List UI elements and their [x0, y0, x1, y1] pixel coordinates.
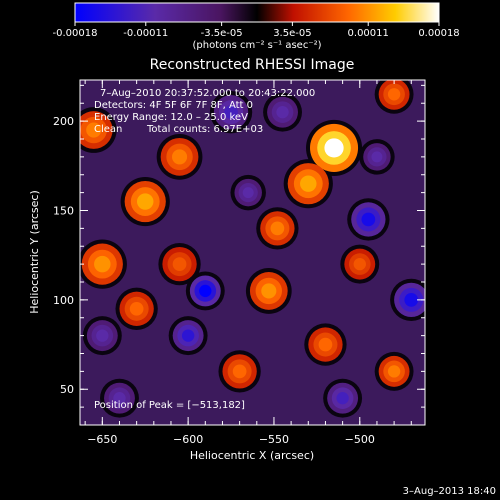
heat-source-3-layer-2	[261, 283, 277, 299]
heat-source-7-layer-2	[86, 122, 102, 138]
annotation-energy: Energy Range: 12.0 – 25.0 keV	[94, 112, 248, 123]
colorbar-tick-label-2: -3.5e-05	[201, 28, 243, 39]
heat-source-10-layer-2	[232, 364, 247, 379]
x-tick-label-0: −650	[87, 433, 117, 446]
footer-timestamp: 3–Aug–2013 18:40	[403, 486, 496, 497]
colorbar-tick-label-5: 0.00018	[418, 28, 459, 39]
annotation-total-counts: Total counts: 6.97E+03	[146, 124, 263, 135]
heat-source-11-layer-2	[172, 257, 187, 271]
heat-source-1-layer-2	[300, 175, 317, 192]
y-tick-label-1: 100	[53, 294, 74, 307]
colorbar-gradient	[74, 2, 440, 23]
annotation-time-range: 7–Aug–2010 20:37:52.000 to 20:43:22.000	[100, 88, 315, 99]
plot-annotations: 7–Aug–2010 20:37:52.000 to 20:43:22.000 …	[94, 88, 315, 411]
plot-frame	[79, 79, 426, 426]
colorbar-tick-label-3: 3.5e-05	[273, 28, 311, 39]
colorbar-tick-label-1: -0.00011	[123, 28, 168, 39]
y-axis-label: Heliocentric Y (arcsec)	[28, 190, 41, 314]
heat-source-22-layer-2	[96, 329, 109, 342]
heat-source-6-layer-2	[94, 255, 111, 273]
heatmap-plot: −650 −600 −550 −500 50 100 150 200	[53, 79, 426, 446]
heat-source-12-layer-2	[318, 337, 333, 352]
heat-source-18-layer-2	[404, 293, 419, 307]
heat-source-9-layer-2	[387, 88, 401, 101]
heat-source-13-layer-2	[387, 365, 401, 378]
heat-source-25-layer-2	[113, 392, 126, 405]
heat-source-14-layer-2	[353, 257, 366, 271]
colorbar-tick-label-0: -0.00018	[53, 28, 98, 39]
heat-source-20-layer-2	[276, 105, 289, 119]
heat-source-24-layer-2	[336, 392, 349, 405]
annotation-peak: Position of Peak = [−513,182]	[94, 400, 245, 411]
colorbar: -0.00018 -0.00011 -3.5e-05 3.5e-05 0.00011 0.…	[53, 2, 460, 51]
heat-source-17-layer-2	[361, 212, 376, 227]
x-tick-label-1: −600	[173, 433, 203, 446]
heat-source-21-layer-2	[371, 151, 383, 163]
annotation-method: Clean	[94, 124, 122, 135]
heat-source-2-layer-2	[270, 221, 285, 236]
heat-source-16-layer-2	[199, 284, 212, 298]
heat-source-19-layer-2	[224, 105, 238, 120]
x-axis-label: Heliocentric X (arcsec)	[190, 449, 314, 462]
colorbar-ticks: -0.00018 -0.00011 -3.5e-05 3.5e-05 0.00011 0.…	[53, 22, 460, 39]
x-tick-label-3: −500	[345, 433, 375, 446]
heatmap-sources	[80, 80, 425, 418]
heat-source-0-layer-2	[324, 138, 344, 158]
y-tick-label-2: 150	[53, 204, 74, 217]
annotation-detectors: Detectors: 4F 5F 6F 7F 8F, Att 0	[94, 100, 253, 111]
heat-source-8-layer-2	[129, 301, 144, 316]
y-tick-label-0: 50	[60, 383, 74, 396]
x-tick-label-2: −550	[259, 433, 289, 446]
colorbar-tick-label-4: 0.00011	[348, 28, 389, 39]
heat-source-15-layer-2	[181, 329, 195, 342]
heat-source-23-layer-2	[242, 187, 254, 199]
axes: −650 −600 −550 −500 50 100 150 200	[53, 80, 425, 446]
y-tick-label-3: 200	[53, 115, 74, 128]
chart-title: Reconstructed RHESSI Image	[150, 57, 355, 73]
heat-source-4-layer-2	[136, 193, 154, 210]
heat-source-5-layer-2	[172, 149, 188, 165]
colorbar-unit-label: (photons cm⁻² s⁻¹ asec⁻²)	[192, 40, 321, 51]
